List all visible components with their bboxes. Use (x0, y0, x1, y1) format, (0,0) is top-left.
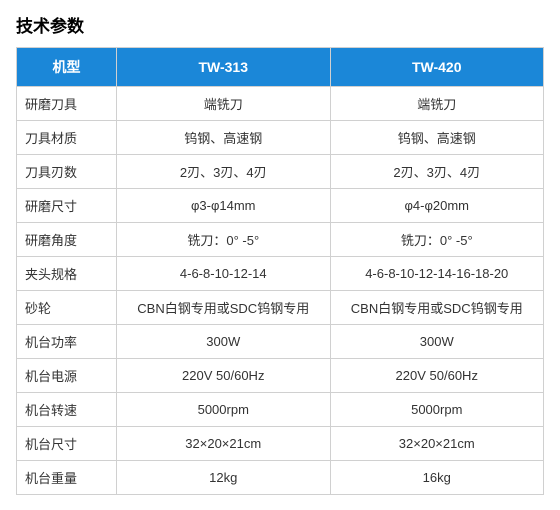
table-header-row: 机型 TW-313 TW-420 (17, 48, 544, 87)
table-row: 机台转速5000rpm5000rpm (17, 393, 544, 427)
row-value-model-2: 钨钢、高速钢 (330, 121, 544, 155)
row-label: 机台电源 (17, 359, 117, 393)
row-label: 砂轮 (17, 291, 117, 325)
row-label: 研磨角度 (17, 223, 117, 257)
table-row: 机台电源220V 50/60Hz220V 50/60Hz (17, 359, 544, 393)
row-value-model-1: 12kg (117, 461, 331, 495)
table-row: 机台功率300W300W (17, 325, 544, 359)
row-value-model-2: 220V 50/60Hz (330, 359, 544, 393)
row-value-model-2: 4-6-8-10-12-14-16-18-20 (330, 257, 544, 291)
row-label: 机台转速 (17, 393, 117, 427)
table-row: 刀具刃数2刃、3刃、4刃2刃、3刃、4刃 (17, 155, 544, 189)
row-label: 机台尺寸 (17, 427, 117, 461)
table-row: 机台尺寸32×20×21cm32×20×21cm (17, 427, 544, 461)
row-value-model-1: 32×20×21cm (117, 427, 331, 461)
col-header-label: 机型 (17, 48, 117, 87)
row-value-model-2: 2刃、3刃、4刃 (330, 155, 544, 189)
table-row: 夹头规格4-6-8-10-12-144-6-8-10-12-14-16-18-2… (17, 257, 544, 291)
row-value-model-1: 铣刀：0° -5° (117, 223, 331, 257)
row-value-model-2: 16kg (330, 461, 544, 495)
page-title: 技术参数 (16, 12, 544, 37)
row-label: 夹头规格 (17, 257, 117, 291)
table-row: 刀具材质钨钢、高速钢钨钢、高速钢 (17, 121, 544, 155)
row-value-model-1: 4-6-8-10-12-14 (117, 257, 331, 291)
col-header-model-1: TW-313 (117, 48, 331, 87)
row-value-model-1: 端铣刀 (117, 87, 331, 121)
row-label: 机台重量 (17, 461, 117, 495)
row-value-model-2: 300W (330, 325, 544, 359)
row-value-model-2: 铣刀：0° -5° (330, 223, 544, 257)
table-row: 砂轮CBN白钢专用或SDC钨钢专用CBN白钢专用或SDC钨钢专用 (17, 291, 544, 325)
row-value-model-1: 220V 50/60Hz (117, 359, 331, 393)
row-label: 刀具材质 (17, 121, 117, 155)
row-value-model-2: 端铣刀 (330, 87, 544, 121)
row-value-model-2: 5000rpm (330, 393, 544, 427)
table-row: 研磨角度铣刀：0° -5°铣刀：0° -5° (17, 223, 544, 257)
row-value-model-2: 32×20×21cm (330, 427, 544, 461)
table-body: 研磨刀具端铣刀端铣刀刀具材质钨钢、高速钢钨钢、高速钢刀具刃数2刃、3刃、4刃2刃… (17, 87, 544, 495)
spec-table: 机型 TW-313 TW-420 研磨刀具端铣刀端铣刀刀具材质钨钢、高速钢钨钢、… (16, 47, 544, 495)
row-label: 刀具刃数 (17, 155, 117, 189)
row-label: 机台功率 (17, 325, 117, 359)
table-row: 研磨刀具端铣刀端铣刀 (17, 87, 544, 121)
row-value-model-1: 300W (117, 325, 331, 359)
row-label: 研磨尺寸 (17, 189, 117, 223)
row-label: 研磨刀具 (17, 87, 117, 121)
col-header-model-2: TW-420 (330, 48, 544, 87)
table-row: 研磨尺寸φ3-φ14mmφ4-φ20mm (17, 189, 544, 223)
row-value-model-1: φ3-φ14mm (117, 189, 331, 223)
row-value-model-1: 5000rpm (117, 393, 331, 427)
table-row: 机台重量12kg16kg (17, 461, 544, 495)
row-value-model-1: 钨钢、高速钢 (117, 121, 331, 155)
row-value-model-1: 2刃、3刃、4刃 (117, 155, 331, 189)
row-value-model-2: φ4-φ20mm (330, 189, 544, 223)
row-value-model-2: CBN白钢专用或SDC钨钢专用 (330, 291, 544, 325)
row-value-model-1: CBN白钢专用或SDC钨钢专用 (117, 291, 331, 325)
